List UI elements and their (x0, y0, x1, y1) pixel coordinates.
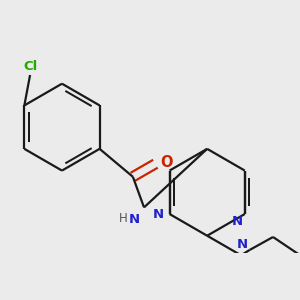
Text: O: O (160, 155, 172, 170)
Text: N: N (237, 238, 248, 251)
Text: Cl: Cl (23, 60, 37, 73)
Text: N: N (128, 213, 140, 226)
Text: N: N (231, 215, 242, 228)
Text: N: N (153, 208, 164, 220)
Text: H: H (119, 212, 128, 225)
